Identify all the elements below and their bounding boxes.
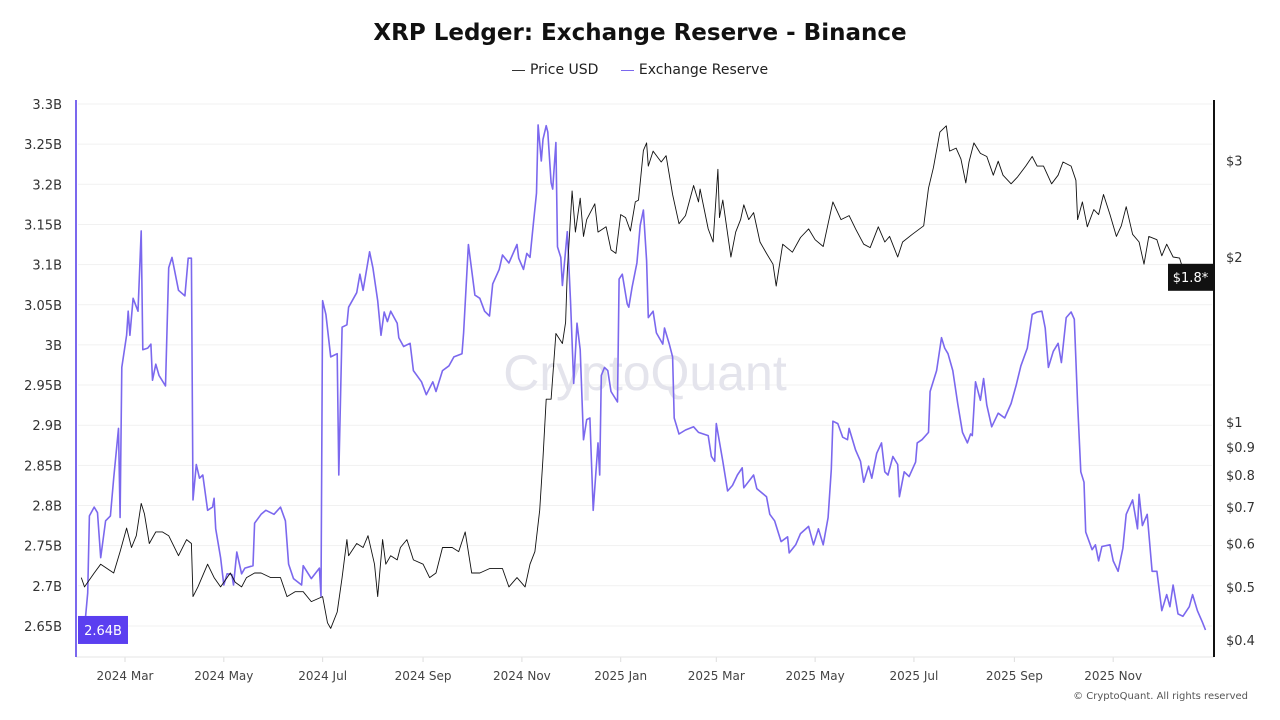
left-tick-label: 2.95B [24, 379, 62, 394]
right-tick-label: $2 [1226, 251, 1243, 266]
left-tick-label: 3B [45, 339, 62, 354]
chart-title: XRP Ledger: Exchange Reserve - Binance [373, 20, 907, 46]
copyright: © CryptoQuant. All rights reserved [1073, 691, 1248, 702]
series-line-price-usd [80, 125, 1205, 629]
legend-item-reserve[interactable]: Exchange Reserve [620, 62, 769, 78]
right-tick-label: $0.9 [1226, 441, 1255, 456]
legend-item-price[interactable]: Price USD [511, 62, 599, 78]
right-tick-label: $0.4 [1226, 634, 1255, 649]
left-tick-label: 2.7B [32, 580, 62, 595]
right-tick-label: $3 [1226, 154, 1243, 169]
right-tick-label: $0.8 [1226, 469, 1255, 484]
axes: 3.3B 3.25B 3.2B 3.15B 3.1B 3.05B 3B 2.95B 2.9B 2.… [24, 98, 1255, 683]
x-tick-label: 2024 May [194, 669, 253, 683]
left-tick-label: 2.65B [24, 620, 62, 635]
x-tick-label: 2025 Mar [688, 669, 745, 683]
reserve-current-label: 2.64B [84, 624, 122, 639]
price-current-marker [1168, 263, 1213, 291]
price-current-label: $1.8* [1173, 271, 1209, 286]
legend: Price USD Exchange Reserve [0, 62, 1280, 78]
left-tick-label: 2.8B [32, 500, 62, 515]
series-line-exchange-reserve [80, 124, 1207, 631]
right-tick-label: $0.6 [1226, 537, 1255, 552]
left-tick-label: 2.9B [32, 419, 62, 434]
reserve-current-marker [78, 615, 128, 644]
grid [78, 103, 1212, 627]
watermark: CryptoQuant [503, 345, 787, 401]
left-tick-label: 3.25B [24, 138, 62, 153]
legend-label-reserve: Exchange Reserve [638, 62, 769, 78]
left-tick-label: 2.85B [24, 459, 62, 474]
left-tick-label: 3.1B [32, 259, 62, 274]
right-tick-label: $1 [1226, 416, 1243, 431]
x-tick-label: 2024 Mar [97, 669, 154, 683]
x-tick-label: 2025 Sep [986, 669, 1043, 683]
left-tick-label: 2.75B [24, 540, 62, 555]
left-tick-label: 3.15B [24, 218, 62, 233]
x-tick-label: 2024 Nov [493, 669, 551, 683]
x-tick-label: 2025 Nov [1084, 669, 1142, 683]
x-tick-label: 2025 May [786, 669, 845, 683]
legend-swatch-reserve [620, 69, 634, 71]
x-tick-label: 2025 Jul [890, 669, 939, 683]
series-lines [80, 124, 1207, 631]
x-tick-label: 2024 Jul [298, 669, 347, 683]
right-tick-label: $0.5 [1226, 581, 1255, 596]
legend-label-price: Price USD [529, 62, 599, 78]
right-tick-label: $0.7 [1226, 501, 1255, 516]
legend-swatch-price [511, 69, 525, 71]
x-tick-label: 2025 Jan [594, 669, 647, 683]
left-tick-label: 3.3B [32, 98, 62, 113]
left-tick-label: 3.05B [24, 299, 62, 314]
x-tick-label: 2024 Sep [395, 669, 452, 683]
left-tick-label: 3.2B [32, 178, 62, 193]
